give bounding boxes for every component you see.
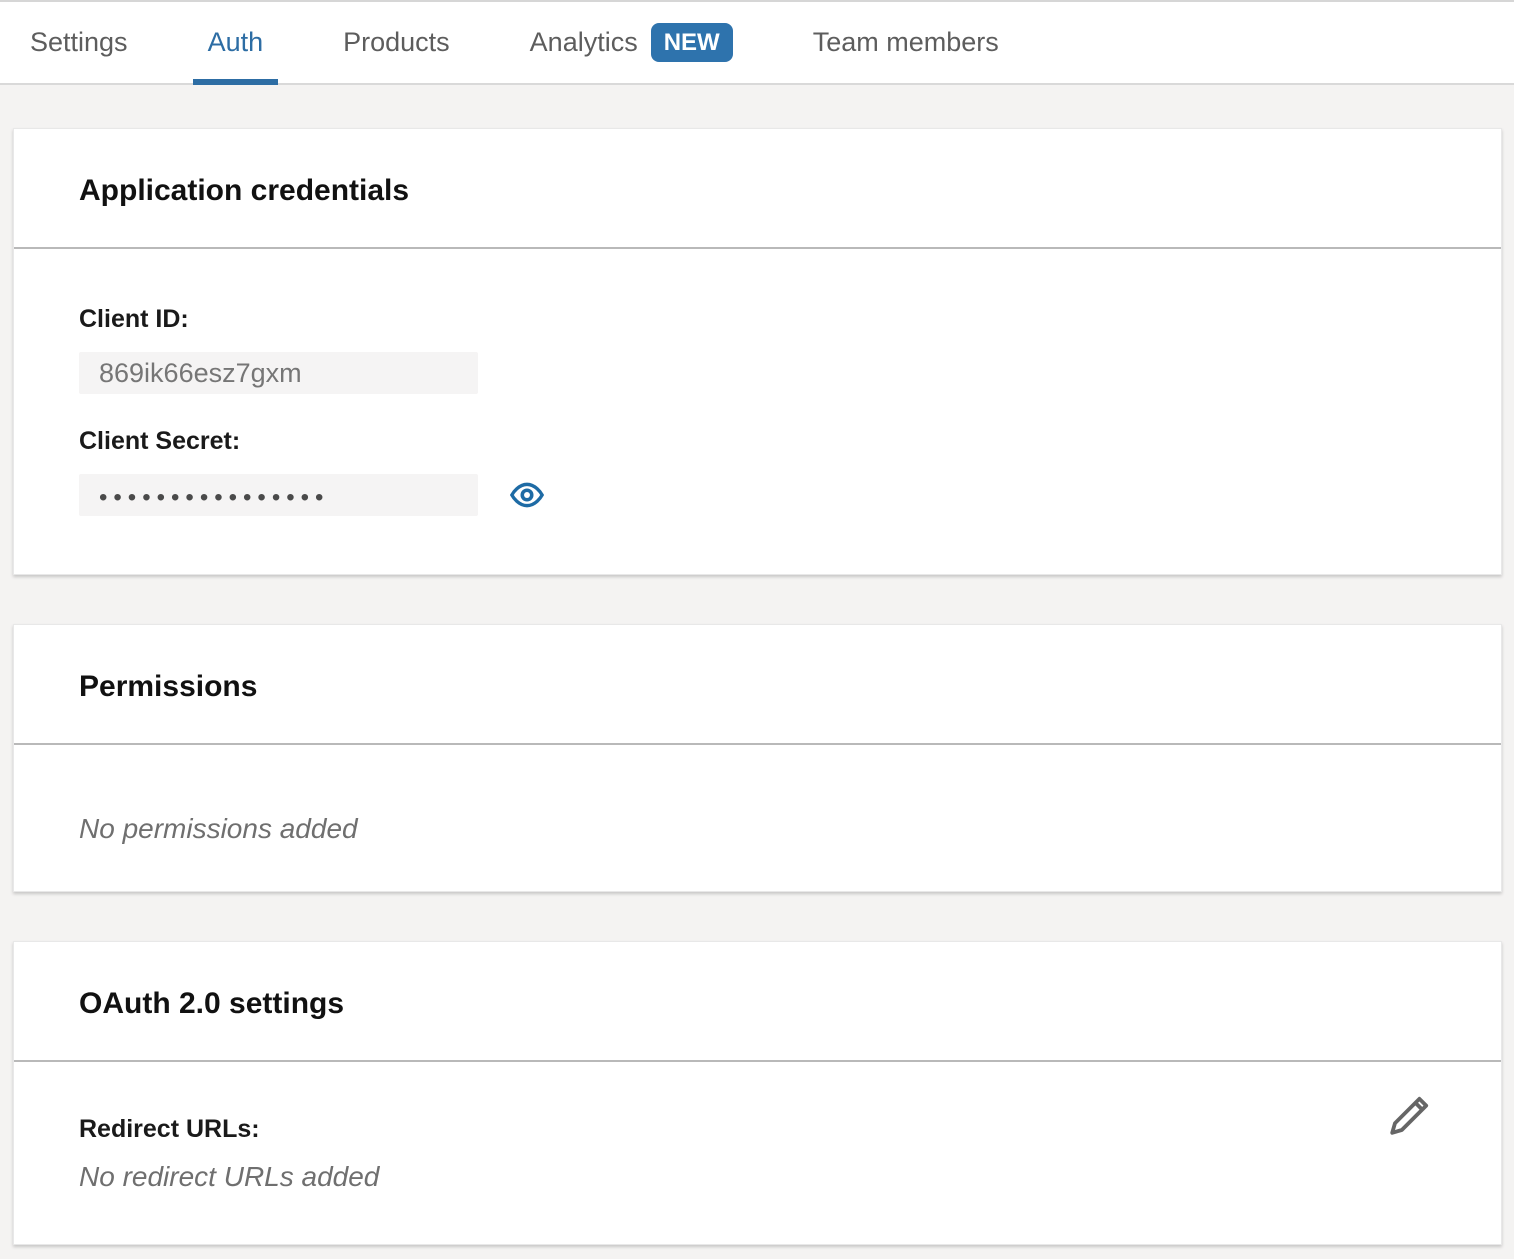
tab-bar: Settings Auth Products Analytics NEW Tea… [0,0,1514,85]
tab-settings-label: Settings [30,27,128,57]
permissions-card: Permissions No permissions added [13,624,1502,892]
client-secret-masked-text: •••••••••••••••• [99,484,330,511]
oauth-settings-title: OAuth 2.0 settings [79,987,345,1020]
tab-team-members[interactable]: Team members [798,2,1014,83]
eye-icon [510,480,544,510]
permissions-header: Permissions [14,625,1501,745]
redirect-urls-empty-text: No redirect URLs added [79,1161,380,1192]
permissions-empty-text: No permissions added [79,813,358,844]
tab-products[interactable]: Products [328,2,465,83]
application-credentials-header: Application credentials [14,129,1501,249]
application-credentials-body: Client ID: 869ik66esz7gxm Client Secret:… [14,249,1501,574]
client-secret-value: •••••••••••••••• [79,474,478,516]
tab-analytics[interactable]: Analytics NEW [515,2,748,83]
tab-team-members-label: Team members [812,27,999,57]
tab-analytics-label: Analytics [529,27,638,57]
client-secret-label: Client Secret: [79,427,241,455]
oauth-settings-card: OAuth 2.0 settings Redirect URLs: No red… [13,941,1502,1245]
tab-auth[interactable]: Auth [192,2,279,85]
tab-settings[interactable]: Settings [15,2,143,83]
tab-products-label: Products [343,27,450,57]
reveal-secret-button[interactable] [510,480,544,510]
permissions-title: Permissions [79,670,258,703]
pencil-icon [1385,1092,1433,1140]
application-credentials-card: Application credentials Client ID: 869ik… [13,128,1502,575]
tab-auth-label: Auth [207,27,264,57]
client-secret-row: •••••••••••••••• [79,474,1436,516]
client-id-label: Client ID: [79,305,189,333]
oauth-settings-header: OAuth 2.0 settings [14,942,1501,1062]
page-content: Application credentials Client ID: 869ik… [0,85,1514,1259]
edit-redirect-urls-button[interactable] [1385,1092,1433,1140]
application-credentials-title: Application credentials [79,174,410,207]
client-id-value: 869ik66esz7gxm [79,352,478,394]
permissions-body: No permissions added [14,745,1501,891]
oauth-settings-body: Redirect URLs: No redirect URLs added [14,1062,1501,1244]
new-badge: NEW [650,23,733,62]
redirect-urls-label: Redirect URLs: [79,1115,260,1143]
client-id-text: 869ik66esz7gxm [99,357,302,388]
